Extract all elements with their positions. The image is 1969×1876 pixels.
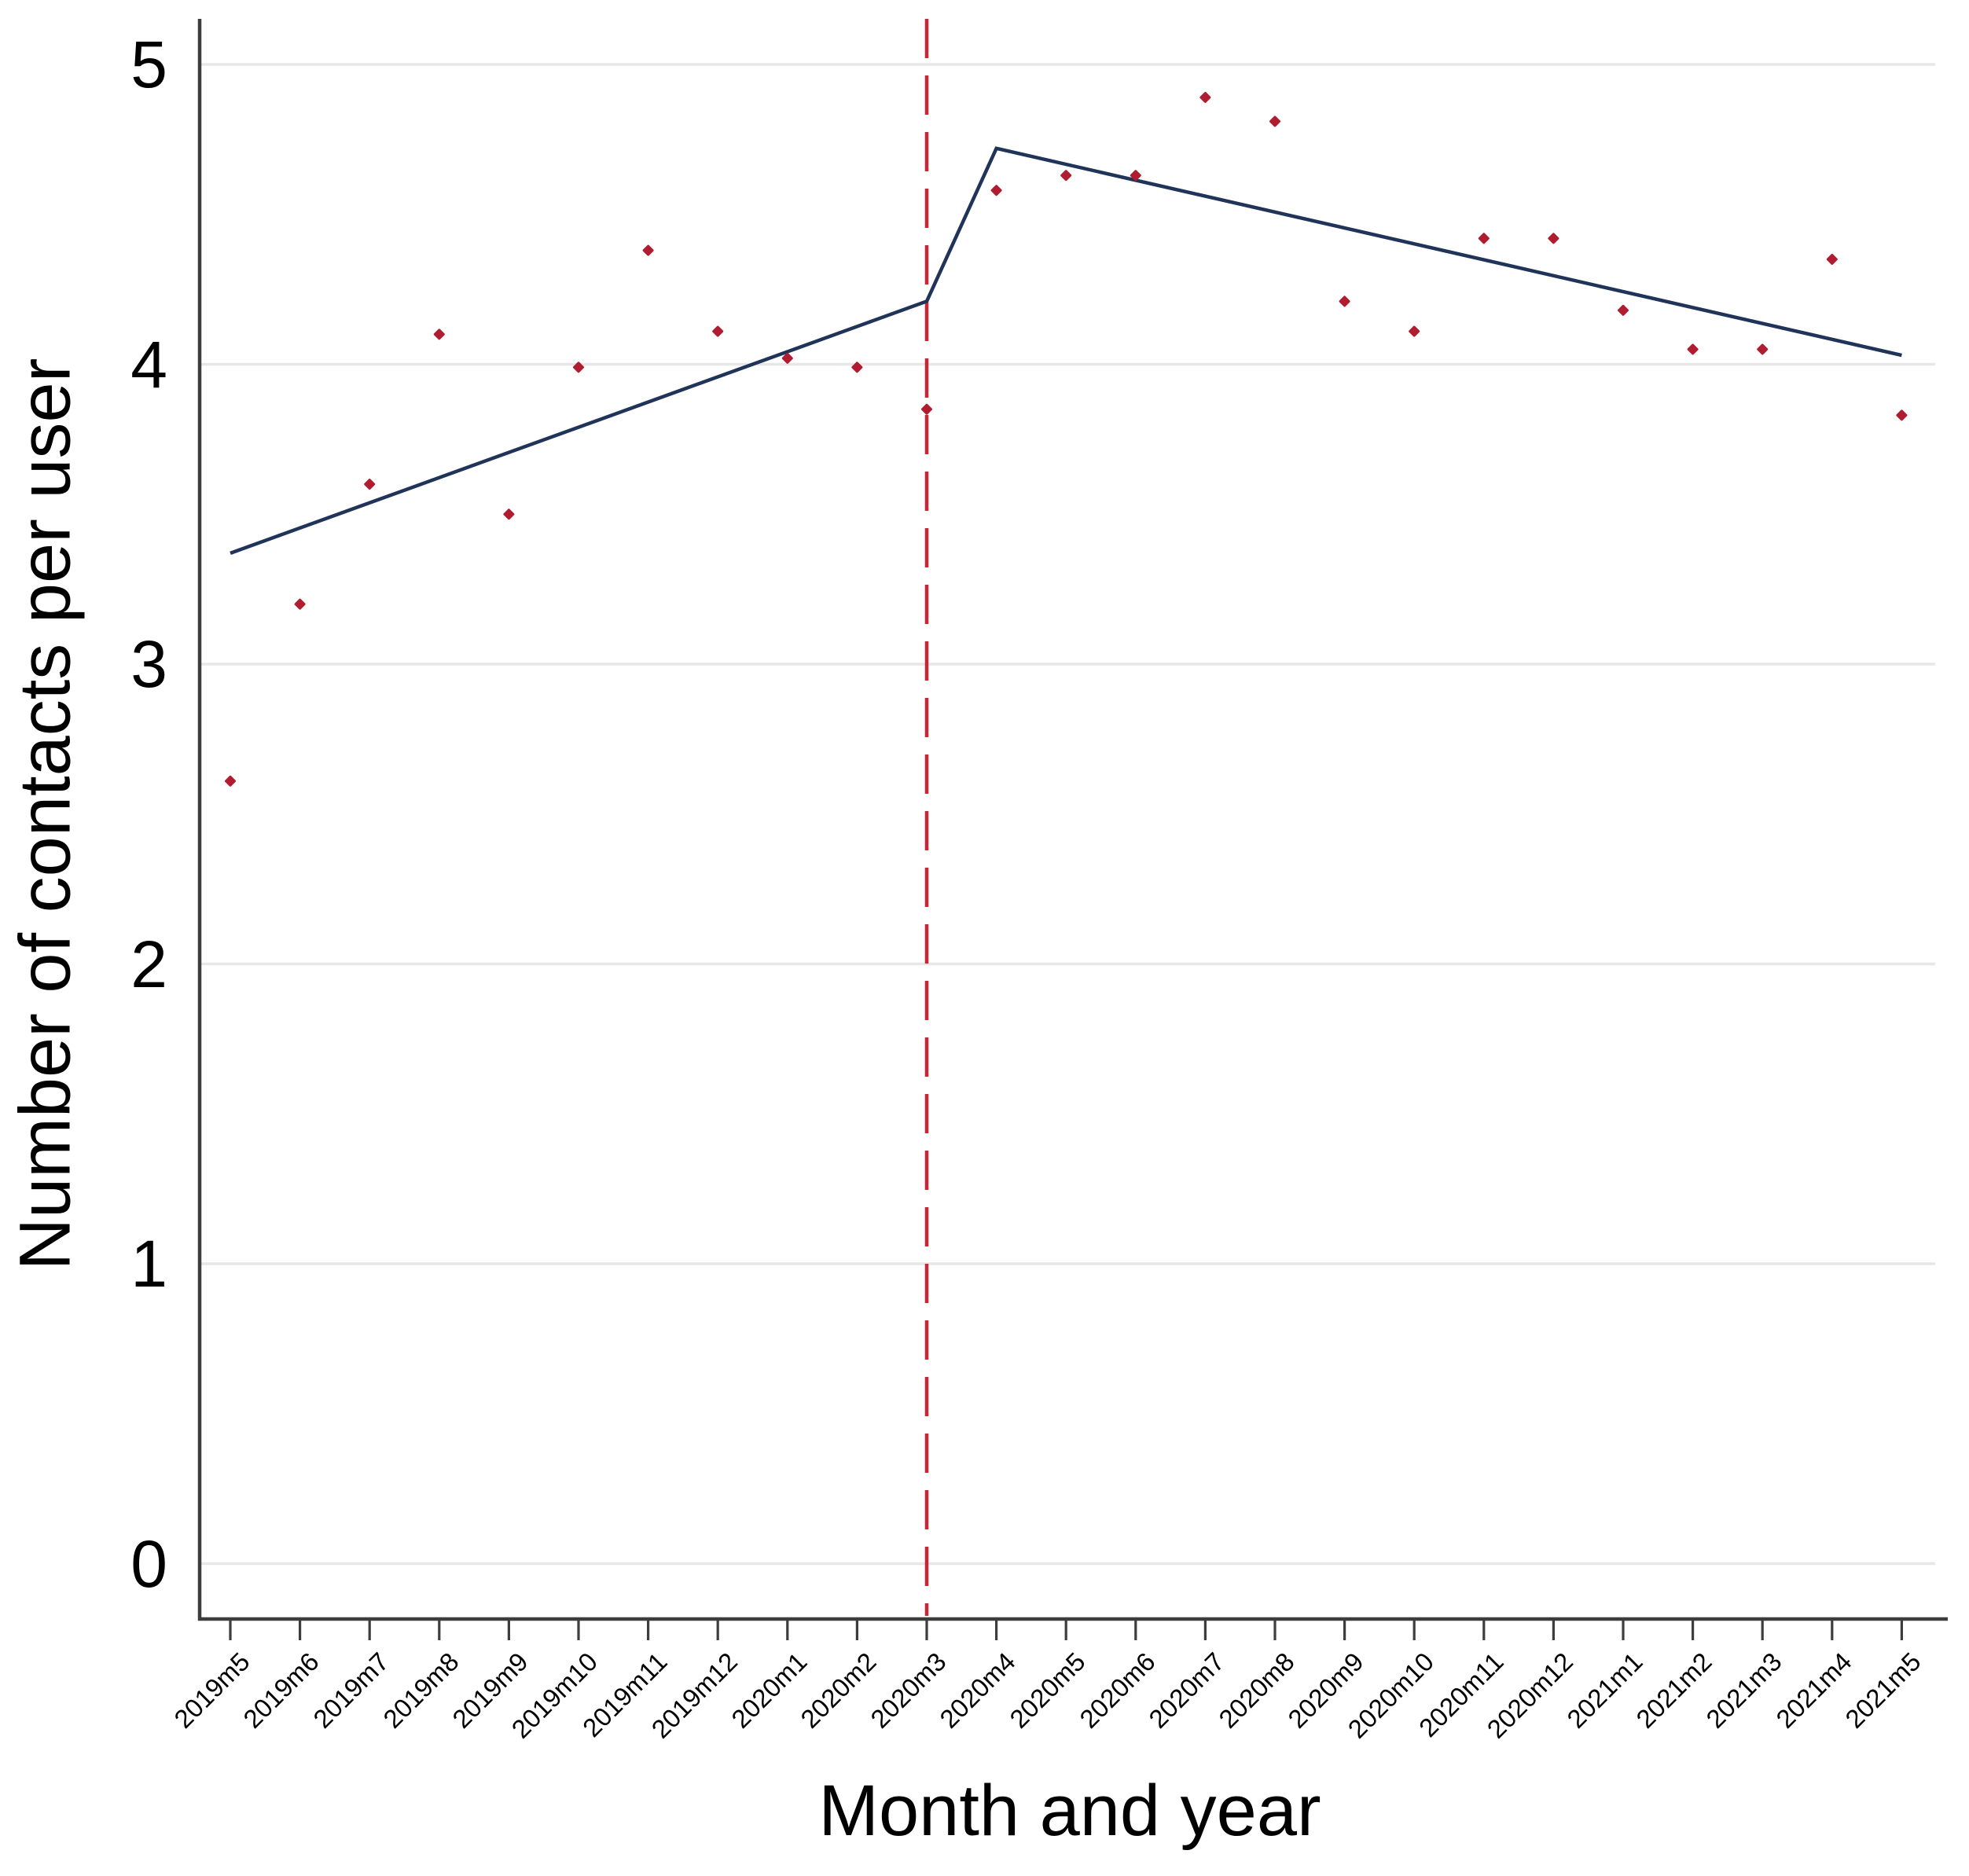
x-axis-title: Month and year [818,1771,1321,1851]
y-tick-label-0: 0 [130,1526,167,1601]
data-point-2021m2 [1687,343,1699,355]
data-point-2021m1 [1618,304,1629,316]
data-point-2019m12 [712,325,724,337]
y-tick-label-4: 4 [130,327,167,402]
data-point-2019m9 [503,508,515,520]
data-point-2019m7 [364,479,376,490]
y-tick-label-1: 1 [130,1227,167,1301]
y-axis-title: Number of contacts per user [5,358,86,1271]
data-point-2019m11 [642,244,654,256]
y-tick-label-3: 3 [130,627,167,701]
data-point-2020m8 [1269,116,1280,127]
data-point-2020m11 [1478,233,1490,244]
data-point-2019m8 [433,329,445,340]
data-point-2020m2 [851,362,863,373]
data-point-2020m12 [1548,233,1559,244]
data-point-2020m5 [1060,170,1072,182]
data-point-2019m5 [225,775,236,787]
data-point-2019m10 [573,362,584,373]
y-tick-label-2: 2 [130,927,167,1001]
data-point-2020m10 [1409,325,1420,337]
data-point-2020m3 [921,403,932,415]
data-point-2020m1 [781,352,793,364]
data-point-2021m3 [1757,343,1769,355]
data-point-2020m6 [1130,170,1141,182]
data-point-2019m6 [294,598,306,610]
trend-line [230,146,1902,555]
data-point-2021m4 [1826,253,1838,265]
data-point-2021m5 [1896,409,1908,421]
data-point-2020m7 [1199,91,1211,103]
data-point-2020m9 [1339,296,1350,307]
y-tick-label-5: 5 [130,28,167,101]
data-point-2020m4 [990,185,1002,196]
